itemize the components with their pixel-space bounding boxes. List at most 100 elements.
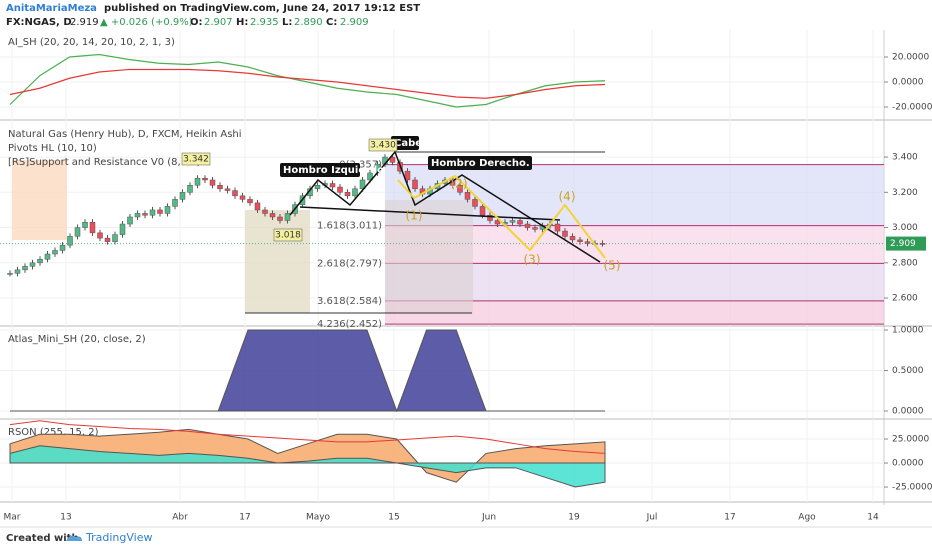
candle (577, 239, 583, 242)
candle (569, 236, 576, 241)
x-tick-label: Mayo (306, 513, 331, 523)
panel-title: Natural Gas (Henry Hub), D, FXCM, Heikin… (8, 129, 242, 140)
candle (517, 220, 523, 225)
candle (142, 213, 148, 216)
close: 2.909 (340, 17, 369, 28)
annotation: Cabeza (394, 138, 435, 149)
x-tick-label: Abr (172, 513, 188, 523)
x-tick-label: 19 (568, 513, 580, 523)
annotation-box (428, 156, 532, 170)
candle (44, 253, 51, 260)
y-tick-label: -20.0000 (892, 103, 932, 113)
y-tick-label: 3.400 (892, 153, 918, 163)
x-tick-label: Jun (481, 513, 496, 523)
x-tick-label: Jul (646, 513, 658, 523)
author[interactable]: AnitaMariaMeza (6, 3, 97, 14)
candle (89, 222, 96, 234)
symbol: FX:NGAS, D (6, 17, 72, 28)
indicator-area (10, 329, 605, 413)
candle (239, 195, 246, 200)
candle (157, 209, 163, 214)
candle (7, 273, 13, 275)
last-price-label: 2.909 (890, 239, 916, 249)
indicator-line (9, 420, 606, 454)
candle (179, 192, 186, 200)
annotation-box (280, 163, 360, 177)
panel-title: Atlas_Mini_SH (20, close, 2) (8, 334, 146, 345)
wave-label: (3) (524, 253, 541, 267)
x-tick-label: 14 (867, 513, 879, 523)
candle (584, 241, 591, 244)
candle (119, 223, 126, 235)
candle (344, 192, 351, 197)
pivot-box (368, 138, 398, 152)
low-label: L: (282, 17, 292, 28)
candle (359, 179, 366, 190)
candle (187, 185, 193, 193)
candle (232, 190, 238, 197)
candle (524, 223, 531, 228)
y-tick-label: 3.000 (892, 223, 918, 233)
panel-title: RSON (255, 15, 2) (8, 427, 99, 438)
candle (367, 172, 373, 181)
candle (14, 269, 21, 274)
candle (52, 250, 58, 255)
neckline (299, 206, 561, 221)
candle (277, 216, 283, 221)
candle (509, 220, 516, 223)
y-tick-label: 3.200 (892, 188, 918, 198)
footer-text: Created with (6, 533, 79, 544)
candle (217, 185, 223, 190)
annotation-box (391, 136, 419, 150)
fib-label: 1.618(3.011) (317, 221, 382, 232)
candle (554, 223, 561, 232)
pivot-box (273, 228, 303, 242)
candle (562, 230, 568, 237)
y-tick-label: 2.600 (892, 294, 918, 304)
pivot-label: 3.018 (275, 231, 301, 241)
y-tick-label: 0.0000 (892, 407, 924, 417)
x-tick-label: 13 (60, 513, 71, 523)
y-tick-label: 1.0000 (892, 325, 924, 335)
candle (464, 192, 471, 200)
x-tick-label: 17 (724, 513, 735, 523)
candle (202, 177, 208, 181)
candle (112, 234, 118, 242)
candle (254, 202, 261, 211)
last-price-box (886, 236, 926, 251)
zone (12, 160, 67, 240)
panel-title: AI_SH (20, 20, 14, 20, 10, 2, 1, 3) (8, 37, 175, 48)
candle (82, 222, 88, 228)
y-tick-label: 20.0000 (892, 53, 929, 63)
candle (37, 259, 43, 264)
last: 2.919 (70, 17, 99, 28)
candle (209, 179, 216, 186)
indicator-line (9, 68, 606, 99)
candle (247, 199, 253, 204)
candle (22, 266, 28, 271)
y-tick-label: 0.0000 (892, 459, 924, 469)
pivot-box (181, 152, 211, 166)
wave-label: (2) (451, 177, 468, 191)
candle (532, 227, 538, 230)
x-tick-label: Ago (798, 513, 816, 523)
wave-line (397, 174, 606, 259)
candle (194, 177, 201, 186)
candle (164, 206, 171, 214)
high-label: H: (236, 17, 248, 28)
pivot-label: 3.342 (183, 155, 209, 165)
fib-label: 2.618(2.797) (317, 258, 382, 269)
candle (224, 188, 231, 191)
close-label: C: (326, 17, 337, 28)
footer-brand[interactable]: TradingView (85, 531, 152, 544)
candle (97, 232, 103, 239)
candle (67, 236, 73, 246)
fib-label: 0(3.357) (339, 160, 382, 171)
y-tick-label: 2.800 (892, 258, 918, 268)
zone (245, 210, 310, 313)
indicator-line (9, 53, 606, 108)
y-tick-label: 0.5000 (892, 366, 924, 376)
candle (284, 213, 291, 221)
